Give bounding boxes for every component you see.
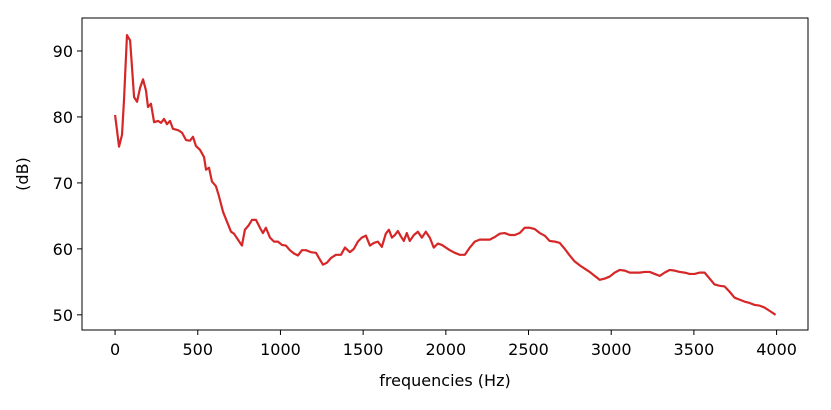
x-tick-label: 2500 xyxy=(508,340,549,359)
y-tick-label: 60 xyxy=(53,240,73,259)
x-tick-label: 1000 xyxy=(260,340,301,359)
plot-frame xyxy=(81,17,809,331)
y-axis-label: (dB) xyxy=(13,157,32,191)
y-tick-label: 80 xyxy=(53,108,73,127)
y-tick-label: 50 xyxy=(53,306,73,325)
x-tick-label: 3500 xyxy=(674,340,715,359)
x-tick-label: 1500 xyxy=(343,340,384,359)
data-line xyxy=(113,34,777,316)
x-tick-label: 4000 xyxy=(756,340,797,359)
x-tick-label: 3000 xyxy=(591,340,632,359)
x-tick-label: 2000 xyxy=(425,340,466,359)
x-tick-label: 0 xyxy=(110,340,120,359)
x-axis-label: frequencies (Hz) xyxy=(379,371,510,390)
y-tick-label: 90 xyxy=(53,42,73,61)
x-tick-label: 500 xyxy=(182,340,213,359)
y-tick-label: 70 xyxy=(53,174,73,193)
